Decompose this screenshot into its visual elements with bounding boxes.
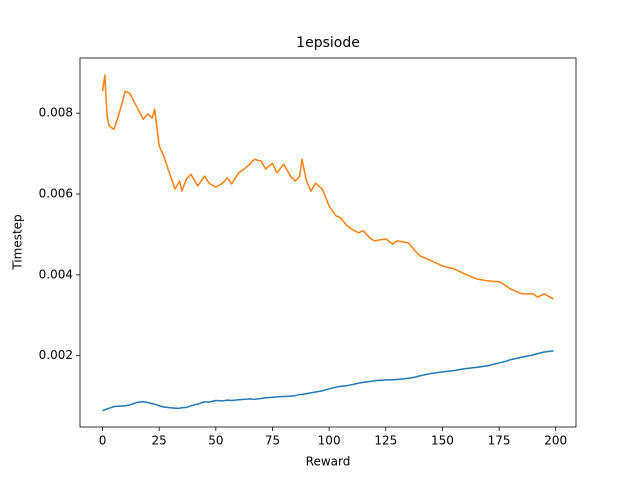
x-tick-label: 200: [544, 434, 567, 448]
data-line: [102, 350, 554, 412]
x-tick-label: 125: [374, 434, 397, 448]
y-tick-label: 0.006: [39, 187, 73, 201]
y-tick-label: 0.008: [39, 106, 73, 120]
x-tick-label: 50: [208, 434, 223, 448]
x-axis-label: Reward: [306, 455, 351, 469]
y-tick-label: 0.004: [39, 267, 73, 281]
y-tick-label: 0.002: [39, 348, 73, 362]
chart-title: 1epsiode: [296, 35, 360, 51]
x-tick-label: 100: [318, 434, 341, 448]
x-tick-label: 25: [152, 434, 167, 448]
data-line: [101, 74, 554, 300]
x-tick-label: 0: [99, 434, 107, 448]
x-tick-label: 175: [488, 434, 511, 448]
y-axis-label: Timestep: [11, 214, 25, 270]
x-tick-label: 150: [431, 434, 454, 448]
x-tick-label: 75: [265, 434, 280, 448]
plot-frame: [79, 57, 577, 428]
